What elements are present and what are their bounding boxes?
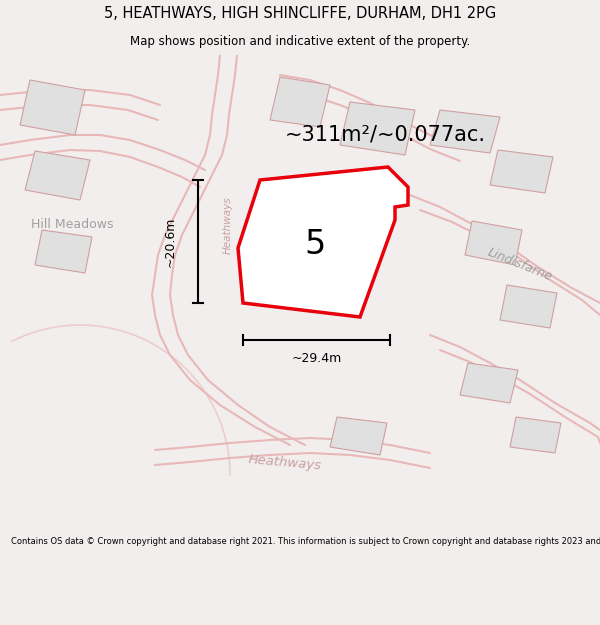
Text: Heathways: Heathways (223, 196, 233, 254)
Polygon shape (330, 417, 387, 455)
Text: ~311m²/~0.077ac.: ~311m²/~0.077ac. (284, 125, 485, 145)
Polygon shape (238, 167, 408, 317)
Text: Hill Meadows: Hill Meadows (31, 219, 113, 231)
Text: ~29.4m: ~29.4m (292, 351, 341, 364)
Text: Lindisfarne: Lindisfarne (485, 246, 554, 284)
Polygon shape (270, 77, 330, 127)
Polygon shape (460, 363, 518, 403)
Text: ~20.6m: ~20.6m (163, 216, 176, 267)
Text: 5: 5 (304, 229, 326, 261)
Polygon shape (35, 230, 92, 273)
Polygon shape (500, 285, 557, 328)
Polygon shape (510, 417, 561, 453)
Polygon shape (490, 150, 553, 193)
Text: Heathways: Heathways (248, 453, 322, 472)
Text: Map shows position and indicative extent of the property.: Map shows position and indicative extent… (130, 35, 470, 48)
Polygon shape (25, 151, 90, 200)
Polygon shape (20, 80, 85, 135)
Text: 5, HEATHWAYS, HIGH SHINCLIFFE, DURHAM, DH1 2PG: 5, HEATHWAYS, HIGH SHINCLIFFE, DURHAM, D… (104, 6, 496, 21)
Polygon shape (430, 110, 500, 153)
Polygon shape (465, 221, 522, 265)
Text: Contains OS data © Crown copyright and database right 2021. This information is : Contains OS data © Crown copyright and d… (11, 537, 600, 546)
Polygon shape (340, 102, 415, 155)
